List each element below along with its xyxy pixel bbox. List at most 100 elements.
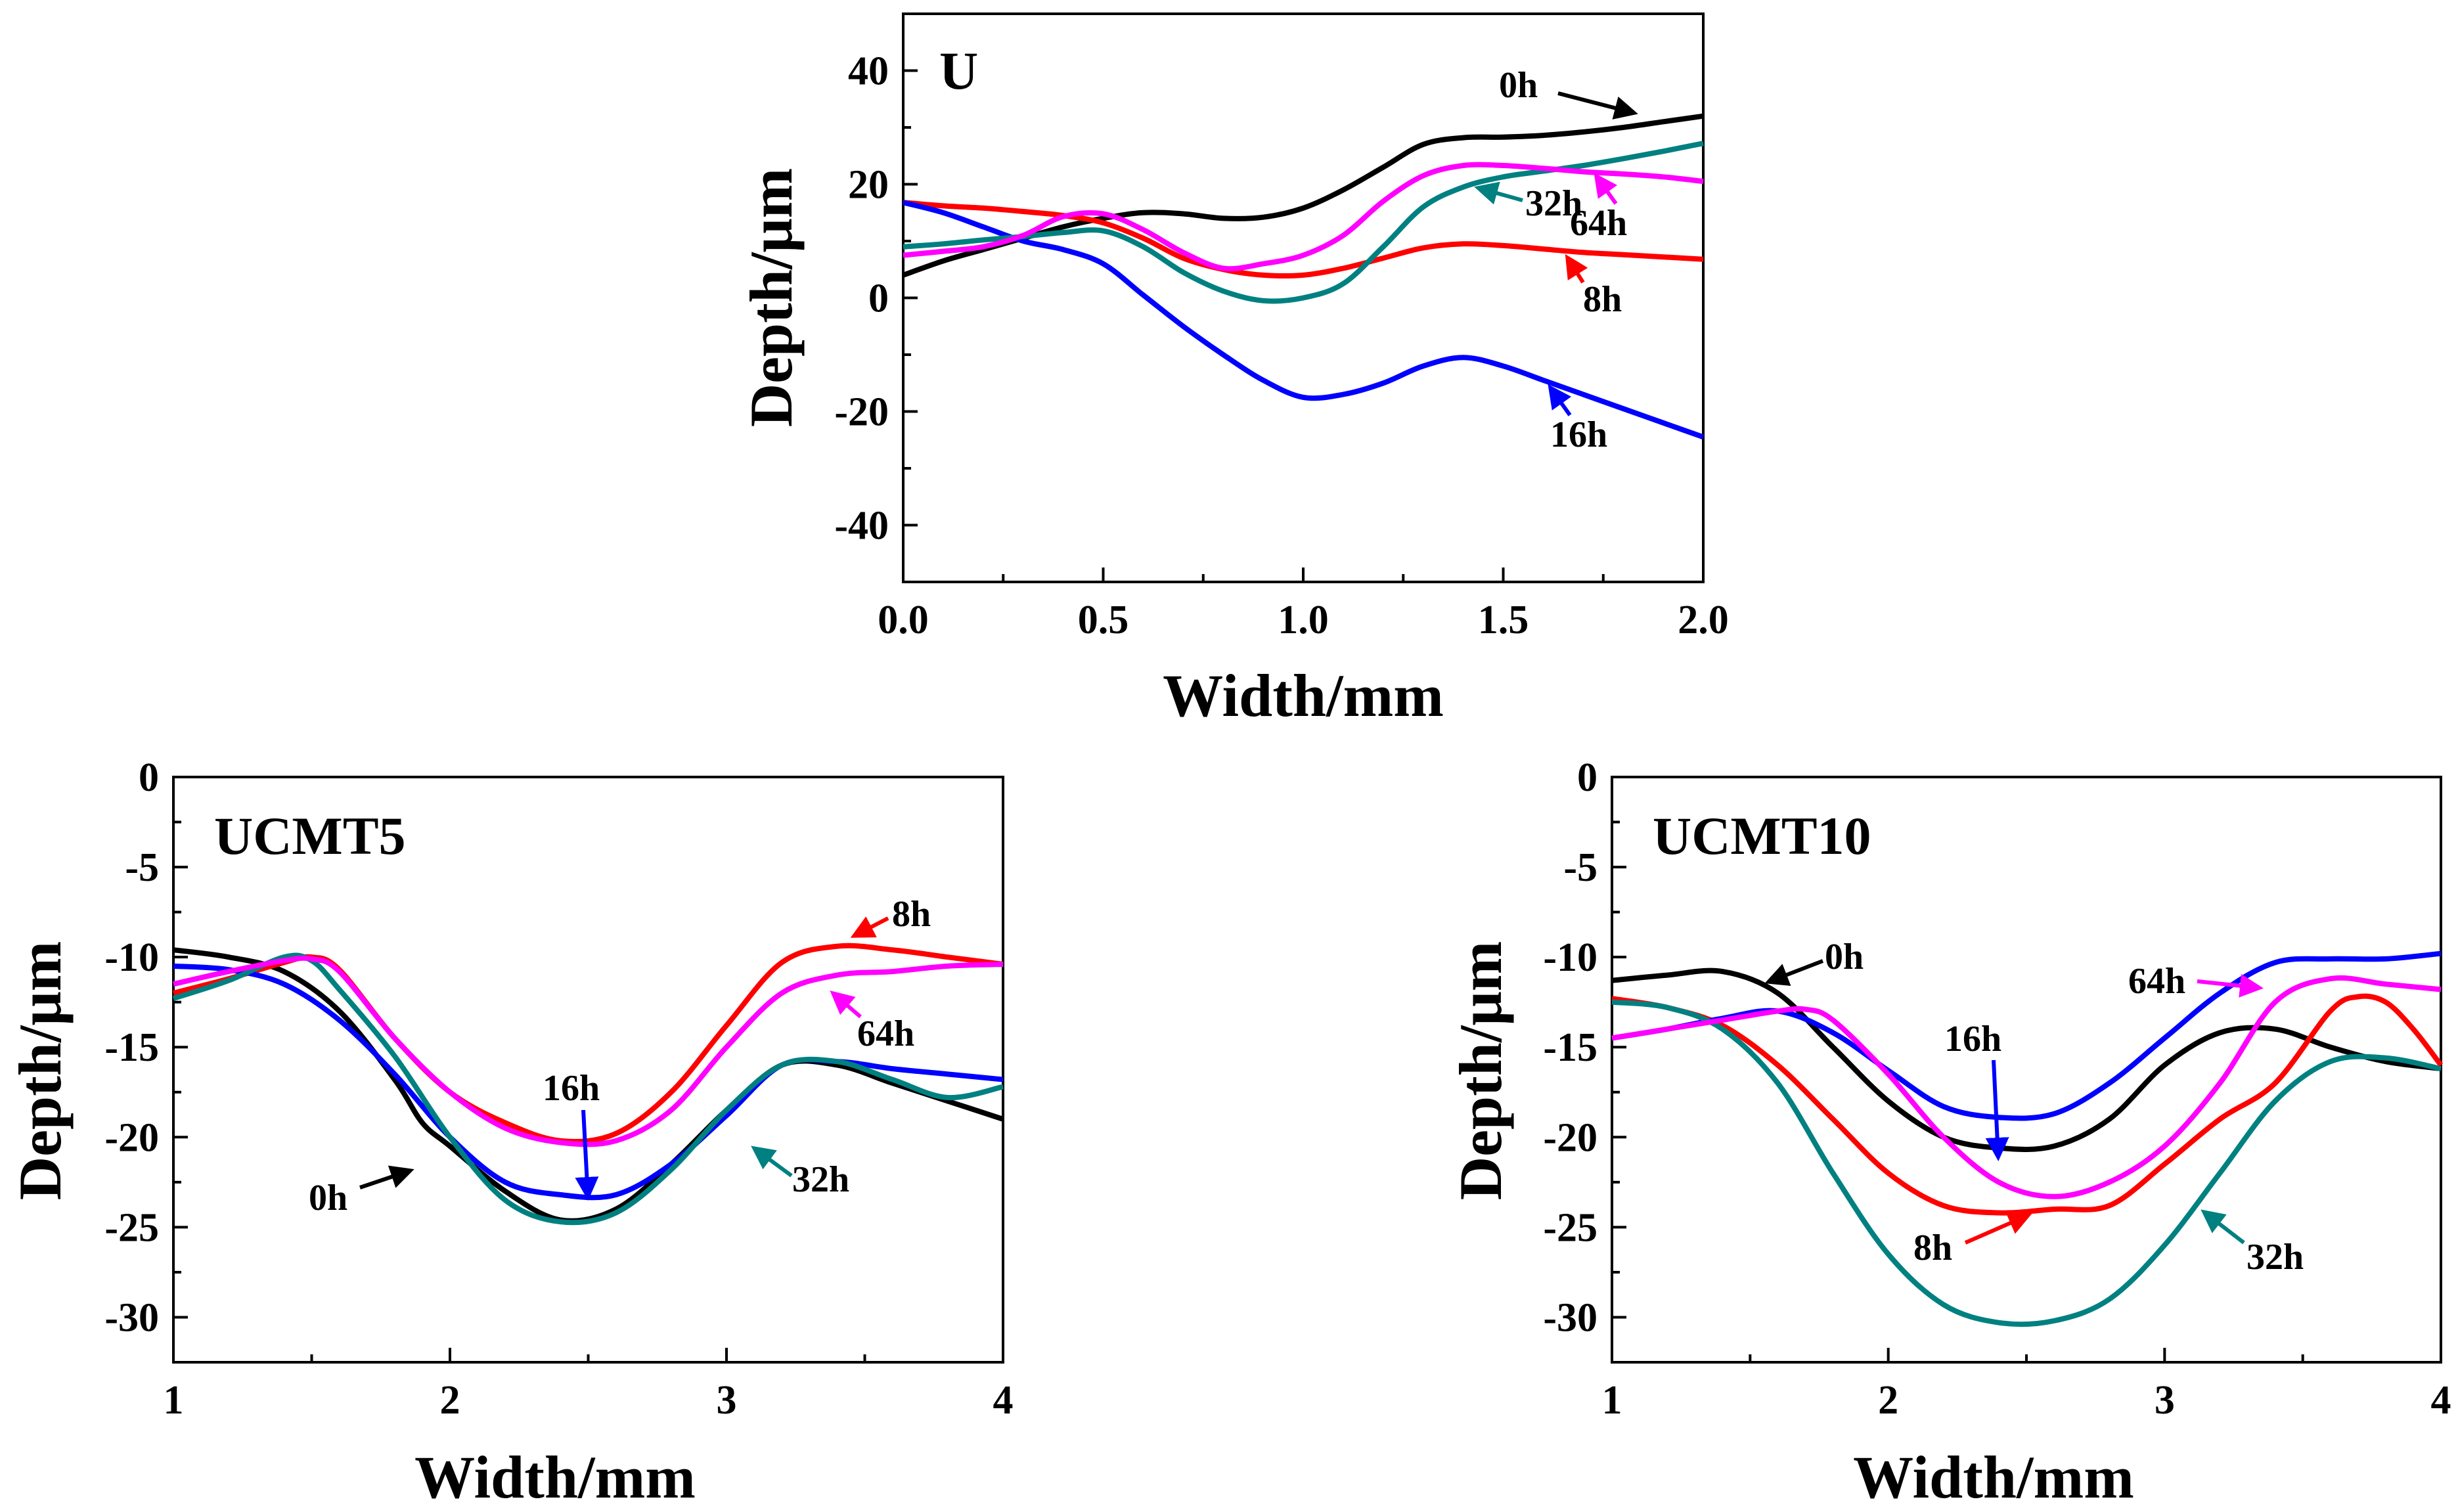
series-label-32h: 32h [2201, 1209, 2304, 1278]
y-tick-label: -5 [1563, 845, 1598, 890]
axis-ticks: 1 2 3 4 0 -5 -10 -15 -20 -25 -30 [1543, 755, 2451, 1423]
series-line-16h [1611, 950, 2442, 1121]
chart-panel-u: 0.0 0.5 1.0 1.5 2.0 -40 -20 0 20 40 U Width/mm De… [738, 12, 1729, 729]
y-tick-label: 20 [848, 163, 889, 208]
series-label-64h: 64h [1570, 173, 1627, 244]
x-tick-label: 0.5 [1078, 598, 1129, 642]
y-tick-label: -40 [834, 504, 889, 548]
y-axis-title: Depth/μm [738, 168, 805, 428]
series-label-8h: 8h [1913, 1212, 2032, 1268]
y-tick-label: -25 [1543, 1205, 1598, 1250]
series-line-8h [903, 200, 1704, 279]
axis-ticks: 0.0 0.5 1.0 1.5 2.0 -40 -20 0 20 40 [834, 12, 1729, 642]
series-line-16h [903, 200, 1705, 440]
y-tick-label: -20 [1543, 1115, 1598, 1160]
x-tick-label: 2.0 [1678, 598, 1729, 642]
x-tick-label: 2 [1878, 1378, 1898, 1423]
y-tick-label: -25 [104, 1205, 159, 1250]
series-arrow-64h [2197, 973, 2264, 998]
y-tick-label: -10 [1543, 935, 1598, 980]
series-label-0h: 0h [1764, 937, 1864, 987]
x-tick-label: 3 [2155, 1378, 2175, 1423]
series-arrow-8h [1964, 1212, 2032, 1245]
x-tick-label: 1 [164, 1378, 184, 1423]
y-axis-title: Depth/μm [7, 941, 74, 1201]
series-arrow-32h [1474, 181, 1523, 205]
svg-text:64h: 64h [2128, 961, 2185, 1002]
series-label-0h: 0h [1499, 65, 1638, 120]
y-tick-label: 0 [139, 755, 159, 800]
series-label-16h: 16h [543, 1068, 600, 1201]
x-tick-label: 1.5 [1478, 598, 1529, 642]
y-tick-label: -30 [1543, 1295, 1598, 1340]
series-label-32h: 32h [751, 1145, 849, 1200]
series-label-16h: 16h [1944, 1019, 2009, 1161]
chart-panel-ucmt5: 1 2 3 4 0 -5 -10 -15 -20 -25 -30 UCMT5 Width/mm De… [7, 755, 1014, 1511]
series-arrow-64h [830, 990, 862, 1019]
x-tick-label: 2 [440, 1378, 460, 1423]
series-label-32h: 32h [1474, 181, 1582, 224]
svg-text:64h: 64h [857, 1013, 914, 1054]
x-tick-label: 4 [2431, 1378, 2451, 1423]
y-tick-label: 40 [848, 49, 889, 94]
series-arrow-0h [359, 1165, 414, 1190]
series-arrow-16h [575, 1109, 599, 1201]
series-label-64h: 64h [2128, 961, 2264, 1002]
series-line-64h [173, 955, 1004, 1147]
series-arrow-32h [2201, 1209, 2245, 1245]
x-tick-label: 1 [1602, 1378, 1622, 1423]
svg-text:64h: 64h [1570, 203, 1627, 244]
y-tick-label: 0 [868, 277, 889, 321]
y-tick-label: -30 [104, 1295, 159, 1340]
panel-title: U [939, 41, 978, 100]
svg-text:0h: 0h [309, 1178, 347, 1218]
svg-text:8h: 8h [892, 894, 931, 935]
series-arrow-8h [1565, 254, 1588, 284]
y-tick-label: -10 [104, 935, 159, 980]
svg-text:16h: 16h [1944, 1019, 2001, 1059]
y-tick-label: -15 [104, 1025, 159, 1070]
x-tick-label: 3 [717, 1378, 737, 1423]
series-arrow-0h [1557, 91, 1638, 120]
x-axis-title: Width/mm [414, 1444, 696, 1511]
series-label-0h: 0h [309, 1165, 414, 1218]
x-tick-label: 1.0 [1278, 598, 1329, 642]
y-tick-label: -20 [834, 390, 889, 435]
svg-text:8h: 8h [1583, 279, 1622, 320]
series-line-64h [903, 162, 1704, 272]
svg-text:8h: 8h [1913, 1228, 1952, 1268]
chart-panel-ucmt10: 1 2 3 4 0 -5 -10 -15 -20 -25 -30 UCMT10 Width/mm D… [1447, 755, 2451, 1511]
series-arrow-8h [850, 916, 889, 938]
series-line-32h [1611, 999, 2442, 1327]
x-axis-title: Width/mm [1853, 1444, 2134, 1511]
y-axis-title: Depth/μm [1447, 941, 1514, 1201]
series-label-64h: 64h [830, 990, 914, 1054]
y-tick-label: -20 [104, 1115, 159, 1160]
svg-text:0h: 0h [1825, 937, 1864, 977]
svg-text:32h: 32h [2246, 1237, 2304, 1278]
series-arrow-16h [1985, 1059, 2009, 1161]
x-tick-label: 0.0 [878, 598, 929, 642]
y-tick-label: -15 [1543, 1025, 1598, 1070]
svg-text:0h: 0h [1499, 65, 1538, 106]
series-label-8h: 8h [850, 894, 931, 938]
x-tick-label: 4 [993, 1378, 1014, 1423]
series-line-64h [1611, 975, 2442, 1199]
series-arrow-16h [1548, 384, 1572, 416]
series-label-16h: 16h [1548, 384, 1607, 455]
svg-text:16h: 16h [1550, 414, 1607, 455]
series-arrow-0h [1764, 959, 1824, 987]
series-label-8h: 8h [1565, 254, 1622, 320]
axis-ticks: 1 2 3 4 0 -5 -10 -15 -20 -25 -30 [104, 755, 1013, 1423]
plot-lines [1611, 950, 2444, 1327]
plot-lines [902, 113, 1705, 440]
series-line-8h [1611, 993, 2444, 1216]
y-tick-label: -5 [125, 845, 159, 890]
series-line-0h [1611, 967, 2442, 1152]
svg-text:32h: 32h [1525, 183, 1582, 224]
svg-text:16h: 16h [543, 1068, 600, 1109]
series-arrow-64h [1594, 173, 1618, 205]
panel-title: UCMT5 [214, 806, 406, 866]
series-arrow-32h [751, 1145, 793, 1178]
